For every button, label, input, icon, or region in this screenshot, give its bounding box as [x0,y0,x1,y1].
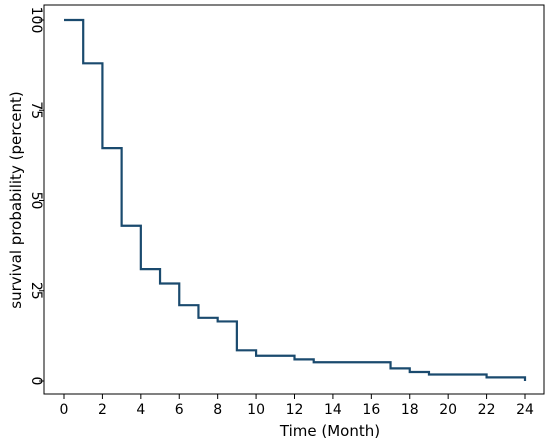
x-tick-label: 14 [324,402,342,418]
x-tick-label: 18 [401,402,419,418]
y-axis-title: survival probability (percent) [7,91,25,309]
y-tick-label: 100 [28,7,44,34]
x-tick-label: 22 [478,402,496,418]
survival-step-line [64,18,527,381]
y-tick-label: 75 [28,101,44,119]
x-tick-label: 8 [213,402,222,418]
y-axis: 0 25 50 75 100 [28,7,44,386]
x-tick-label: 10 [247,402,265,418]
x-axis-title: Time (Month) [279,422,380,440]
x-tick-label: 6 [175,402,184,418]
x-tick-label: 12 [286,402,304,418]
x-tick-label: 16 [362,402,380,418]
x-tick-label: 20 [439,402,457,418]
plot-frame [43,4,545,395]
y-tick-label: 25 [28,282,44,300]
y-tick-label: 50 [28,192,44,210]
x-tick-label: 24 [516,402,534,418]
x-axis: 0 2 4 6 8 10 12 14 16 18 20 22 24 [60,394,534,418]
x-tick-label: 0 [60,402,69,418]
x-tick-label: 4 [136,402,145,418]
y-tick-label: 0 [28,377,44,386]
x-tick-label: 2 [98,402,107,418]
